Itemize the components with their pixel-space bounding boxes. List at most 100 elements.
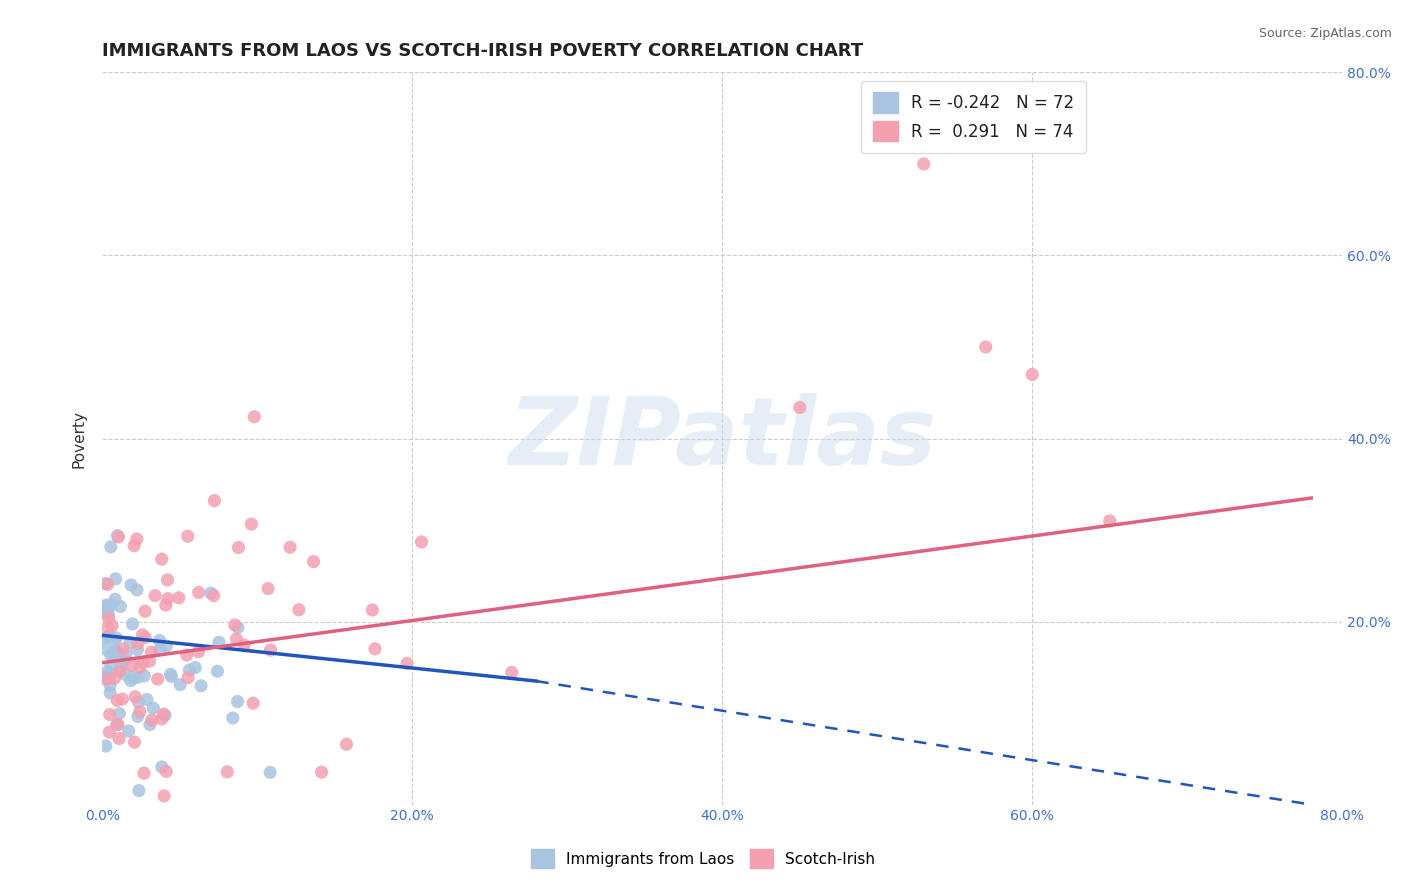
Point [124, 735, 146, 749]
Point [974, 340, 997, 354]
Point [131, 628, 153, 642]
Point [177, 671, 200, 685]
Point [148, 633, 170, 648]
Point [146, 672, 169, 686]
Point [127, 637, 149, 651]
Point [179, 663, 201, 677]
Point [100, 657, 122, 672]
Point [114, 647, 136, 661]
Point [108, 664, 131, 678]
Point [97, 599, 120, 613]
Point [120, 578, 142, 592]
Point [104, 644, 127, 658]
Point [396, 657, 419, 671]
Point [94, 606, 117, 620]
Point [108, 665, 131, 679]
Point [361, 603, 384, 617]
Point [159, 667, 181, 681]
Point [156, 591, 179, 606]
Point [108, 706, 131, 721]
Point [105, 631, 128, 645]
Point [96, 673, 118, 687]
Legend: R = -0.242   N = 72, R =  0.291   N = 74: R = -0.242 N = 72, R = 0.291 N = 74 [860, 81, 1085, 153]
Point [97, 607, 120, 622]
Point [187, 585, 209, 599]
Point [501, 665, 523, 680]
Point [98, 678, 121, 692]
Point [96, 598, 118, 612]
Point [111, 692, 134, 706]
Point [110, 659, 132, 673]
Point [335, 737, 357, 751]
Point [1098, 514, 1121, 528]
Point [104, 572, 127, 586]
Point [176, 648, 198, 662]
Point [121, 658, 143, 673]
Point [134, 669, 156, 683]
Point [100, 648, 122, 662]
Point [228, 541, 250, 555]
Point [202, 493, 225, 508]
Point [1021, 368, 1043, 382]
Point [150, 760, 173, 774]
Point [184, 660, 207, 674]
Point [104, 592, 127, 607]
Point [225, 632, 247, 646]
Point [135, 692, 157, 706]
Point [97, 577, 120, 591]
Point [169, 678, 191, 692]
Point [103, 671, 125, 685]
Point [132, 656, 155, 670]
Point [105, 718, 128, 732]
Point [97, 620, 120, 634]
Point [190, 679, 212, 693]
Point [96, 665, 118, 679]
Point [107, 530, 129, 544]
Point [98, 629, 121, 643]
Point [143, 589, 166, 603]
Point [128, 705, 150, 719]
Point [912, 157, 935, 171]
Point [138, 654, 160, 668]
Point [122, 539, 145, 553]
Point [107, 528, 129, 542]
Point [124, 690, 146, 704]
Point [94, 576, 117, 591]
Point [155, 639, 177, 653]
Point [187, 645, 209, 659]
Point [257, 582, 280, 596]
Point [100, 598, 122, 612]
Point [226, 620, 249, 634]
Point [125, 532, 148, 546]
Point [134, 631, 156, 645]
Point [242, 696, 264, 710]
Point [152, 707, 174, 722]
Point [150, 712, 173, 726]
Point [177, 529, 200, 543]
Point [110, 599, 132, 614]
Point [156, 573, 179, 587]
Point [127, 642, 149, 657]
Point [141, 645, 163, 659]
Point [278, 540, 301, 554]
Point [98, 707, 121, 722]
Point [259, 643, 281, 657]
Text: Source: ZipAtlas.com: Source: ZipAtlas.com [1258, 27, 1392, 40]
Point [108, 731, 131, 746]
Point [411, 535, 433, 549]
Point [153, 708, 176, 723]
Point [112, 642, 135, 657]
Point [167, 591, 190, 605]
Point [128, 783, 150, 797]
Point [94, 739, 117, 753]
Point [240, 517, 263, 532]
Point [127, 670, 149, 684]
Point [233, 638, 256, 652]
Point [120, 635, 142, 649]
Point [94, 600, 117, 615]
Point [94, 631, 117, 645]
Point [127, 709, 149, 723]
Point [288, 603, 311, 617]
Point [100, 540, 122, 554]
Point [101, 618, 124, 632]
